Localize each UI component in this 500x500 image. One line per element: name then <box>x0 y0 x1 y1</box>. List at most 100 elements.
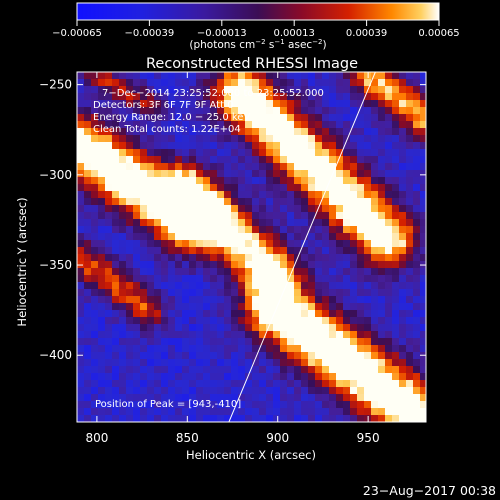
heatmap-cell <box>84 86 92 94</box>
heatmap-cell <box>147 156 155 164</box>
heatmap-cell <box>210 268 218 276</box>
heatmap-cell <box>336 149 344 157</box>
heatmap-cell <box>77 345 85 353</box>
heatmap-cell <box>168 170 176 178</box>
heatmap-cell <box>105 93 113 101</box>
heatmap-cell <box>252 184 260 192</box>
heatmap-cell <box>287 373 295 381</box>
heatmap-cell <box>392 219 400 227</box>
heatmap-cell <box>420 345 426 353</box>
heatmap-cell <box>245 205 253 213</box>
heatmap-cell <box>210 240 218 248</box>
heatmap-cell <box>231 373 239 381</box>
heatmap-cell <box>161 289 169 297</box>
heatmap-cell <box>413 366 421 374</box>
heatmap-cell <box>259 261 267 269</box>
heatmap-cell <box>77 338 85 346</box>
heatmap-cell <box>280 79 288 87</box>
heatmap-cell <box>259 289 267 297</box>
heatmap-cell <box>147 408 155 416</box>
heatmap-cell <box>350 310 358 318</box>
heatmap-cell <box>350 247 358 255</box>
heatmap-cell <box>336 387 344 395</box>
heatmap-cell <box>112 177 120 185</box>
heatmap-cell <box>245 170 253 178</box>
heatmap-cell <box>336 408 344 416</box>
heatmap-cell <box>210 79 218 87</box>
heatmap-cell <box>147 247 155 255</box>
heatmap-cell <box>231 191 239 199</box>
heatmap-cell <box>406 226 414 234</box>
heatmap-cell <box>252 114 260 122</box>
heatmap-cell <box>231 324 239 332</box>
heatmap-cell <box>413 268 421 276</box>
heatmap-cell <box>280 415 288 422</box>
y-tick-label: −400 <box>39 348 72 362</box>
heatmap-cell <box>273 184 281 192</box>
heatmap-cell <box>133 212 141 220</box>
heatmap-cell <box>154 394 162 402</box>
heatmap-cell <box>350 289 358 297</box>
heatmap-cell <box>133 380 141 388</box>
heatmap-cell <box>357 170 365 178</box>
heatmap-cell <box>168 303 176 311</box>
heatmap-cell <box>84 303 92 311</box>
heatmap-cell <box>315 415 323 422</box>
heatmap-cell <box>420 205 426 213</box>
heatmap-cell <box>329 254 337 262</box>
heatmap-cell <box>126 226 134 234</box>
heatmap-cell <box>217 359 225 367</box>
heatmap-cell <box>189 380 197 388</box>
heatmap-cell <box>154 191 162 199</box>
heatmap-cell <box>280 128 288 136</box>
heatmap-cell <box>217 72 225 80</box>
heatmap-cell <box>217 170 225 178</box>
heatmap-cell <box>287 324 295 332</box>
heatmap-cell <box>392 331 400 339</box>
heatmap-cell <box>294 114 302 122</box>
heatmap-cell <box>371 289 379 297</box>
heatmap-cell <box>245 289 253 297</box>
heatmap-cell <box>77 373 85 381</box>
heatmap-cell <box>259 191 267 199</box>
heatmap-cell <box>406 338 414 346</box>
heatmap-cell <box>224 317 232 325</box>
heatmap-cell <box>364 394 372 402</box>
heatmap-cell <box>329 352 337 360</box>
heatmap-cell <box>105 156 113 164</box>
heatmap-cell <box>147 268 155 276</box>
heatmap-cell <box>245 226 253 234</box>
heatmap-cell <box>245 219 253 227</box>
heatmap-cell <box>210 275 218 283</box>
heatmap-cell <box>203 114 211 122</box>
heatmap-cell <box>406 163 414 171</box>
heatmap-cell <box>315 198 323 206</box>
heatmap-cell <box>112 352 120 360</box>
heatmap-cell <box>329 415 337 422</box>
heatmap-cell <box>315 100 323 108</box>
heatmap-cell <box>182 366 190 374</box>
heatmap-cell <box>98 240 106 248</box>
heatmap-cell <box>266 380 274 388</box>
heatmap-cell <box>224 177 232 185</box>
heatmap-cell <box>119 79 127 87</box>
heatmap-cell <box>252 254 260 262</box>
heatmap-cell <box>126 233 134 241</box>
heatmap-cell <box>266 268 274 276</box>
heatmap-cell <box>161 149 169 157</box>
heatmap-cell <box>217 100 225 108</box>
heatmap-cell <box>392 93 400 101</box>
heatmap-cell <box>91 93 99 101</box>
heatmap-cell <box>329 100 337 108</box>
heatmap-cell <box>259 184 267 192</box>
heatmap-cell <box>406 233 414 241</box>
heatmap-cell <box>420 415 426 422</box>
heatmap-cell <box>217 142 225 150</box>
heatmap-cell <box>175 156 183 164</box>
heatmap-cell <box>406 212 414 220</box>
heatmap-cell <box>413 72 421 80</box>
heatmap-cell <box>91 261 99 269</box>
heatmap-cell <box>224 163 232 171</box>
heatmap-cell <box>294 373 302 381</box>
heatmap-cell <box>119 394 127 402</box>
